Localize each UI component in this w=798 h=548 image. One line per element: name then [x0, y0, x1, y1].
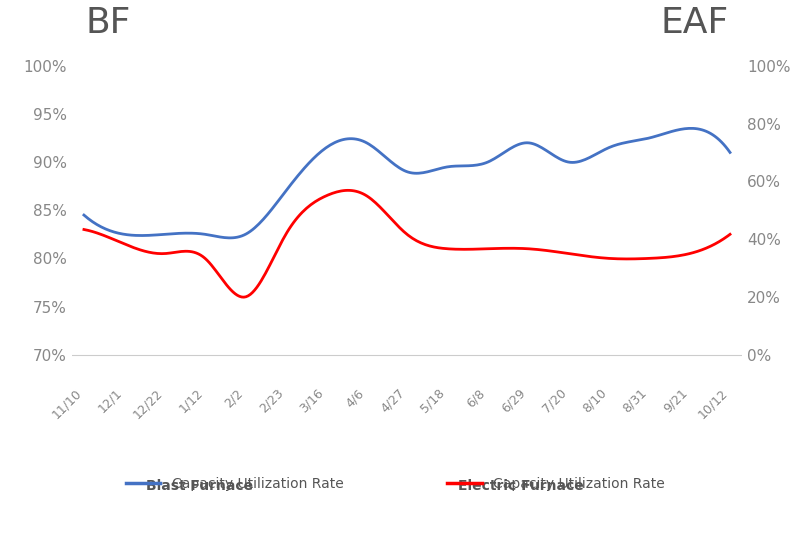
- Text: Electric Furnace: Electric Furnace: [458, 479, 584, 493]
- Text: Blast Furnace: Blast Furnace: [145, 479, 253, 493]
- Legend: Capacity Utilization Rate: Capacity Utilization Rate: [448, 477, 665, 491]
- Text: EAF: EAF: [661, 7, 729, 41]
- Text: BF: BF: [85, 7, 131, 41]
